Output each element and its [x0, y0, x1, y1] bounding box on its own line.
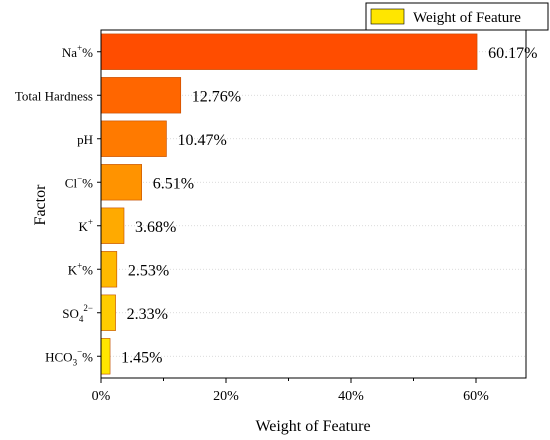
y-tick-label: SO42− [62, 303, 93, 324]
y-tick-label: Na+% [62, 43, 93, 60]
x-axis-label: Weight of Feature [255, 418, 370, 435]
bars [100, 33, 478, 375]
value-label: 1.45% [121, 349, 162, 366]
value-label: 2.53% [128, 262, 169, 279]
x-tick-label: 0% [92, 389, 111, 404]
bar [100, 164, 142, 201]
bar [100, 207, 125, 244]
legend: Weight of Feature [365, 2, 549, 31]
x-axis: 0% 20% 40% 60% [92, 378, 489, 404]
bar [100, 77, 182, 114]
y-tick-label: K+% [68, 260, 93, 277]
y-tick-label: pH [77, 132, 93, 147]
value-label: 2.33% [127, 306, 168, 323]
legend-swatch [370, 8, 405, 25]
bar [100, 120, 167, 157]
legend-label: Weight of Feature [413, 10, 521, 26]
value-label: 12.76% [192, 88, 241, 105]
value-label: 3.68% [135, 219, 176, 236]
y-tick-label: HCO3−% [45, 346, 93, 367]
y-tick-labels: Na+% Total Hardness pH Cl−% K+ K+% SO42− HCO3−% [15, 43, 101, 367]
x-tick-label: 60% [463, 389, 489, 404]
bar [100, 294, 116, 331]
y-tick-label: Cl−% [65, 173, 93, 190]
y-tick-label: Total Hardness [15, 88, 93, 103]
value-label: 6.51% [153, 175, 194, 192]
bar [100, 338, 111, 375]
bar [100, 33, 478, 70]
y-tick-label: K+ [79, 217, 93, 234]
value-labels: 60.17% 12.76% 10.47% 6.51% 3.68% 2.53% 2.33% 1.… [121, 45, 537, 367]
value-label: 60.17% [488, 45, 537, 62]
bar [100, 251, 118, 288]
value-label: 10.47% [177, 132, 226, 149]
x-tick-label: 20% [213, 389, 239, 404]
plot-frame [100, 29, 527, 379]
y-axis-label: Factor [32, 184, 49, 226]
x-tick-label: 40% [338, 389, 364, 404]
